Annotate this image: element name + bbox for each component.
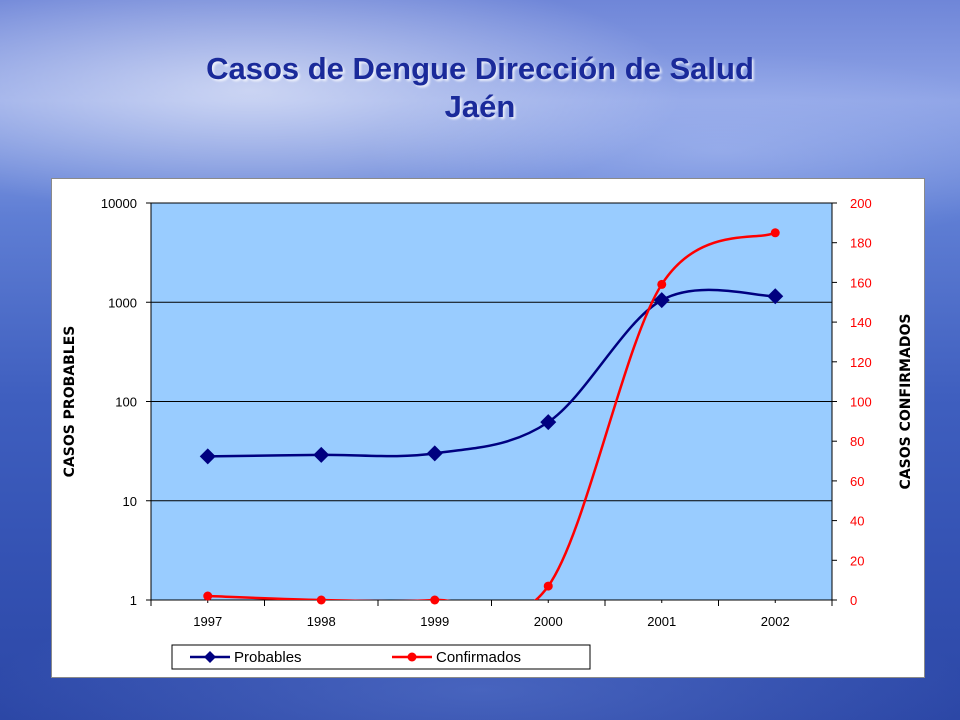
left-tick-label: 10	[123, 494, 137, 509]
point-probables	[767, 288, 784, 305]
left-tick-label: 100	[115, 395, 137, 410]
right-tick-label: 160	[850, 275, 872, 290]
x-tick-label: 1997	[193, 614, 222, 629]
point-confirmados	[657, 279, 667, 289]
right-tick-label: 80	[850, 434, 864, 449]
right-tick-label: 180	[850, 236, 872, 251]
x-tick-label: 2002	[761, 614, 790, 629]
legend-marker-probables	[204, 651, 216, 663]
left-tick-label: 1	[130, 593, 137, 608]
right-axis-title: CASOS CONFIRMADOS	[898, 314, 914, 490]
slide-title: Casos de Dengue Dirección de Salud Jaén	[0, 50, 960, 126]
right-tick-label: 140	[850, 315, 872, 330]
right-tick-label: 100	[850, 395, 872, 410]
point-confirmados	[203, 591, 213, 601]
point-probables	[313, 446, 330, 463]
left-axis-title: CASOS PROBABLES	[62, 326, 78, 478]
point-confirmados	[430, 595, 440, 605]
point-confirmados	[543, 581, 553, 591]
x-tick-label: 2000	[534, 614, 563, 629]
right-tick-label: 60	[850, 474, 864, 489]
legend-marker-confirmados	[407, 652, 417, 662]
right-tick-label: 200	[850, 196, 872, 211]
x-tick-label: 1998	[307, 614, 336, 629]
left-tick-label: 1000	[108, 295, 137, 310]
point-probables	[540, 414, 557, 431]
right-tick-label: 40	[850, 514, 864, 529]
right-tick-label: 0	[850, 593, 857, 608]
right-tick-label: 20	[850, 553, 864, 568]
legend-label-probables: Probables	[234, 649, 302, 666]
x-tick-label: 2001	[647, 614, 676, 629]
left-tick-label: 10000	[101, 196, 137, 211]
point-probables	[426, 445, 443, 462]
point-confirmados	[770, 228, 780, 238]
x-tick-label: 1999	[420, 614, 449, 629]
slide-title-line-2: Jaén	[444, 89, 516, 124]
legend-label-confirmados: Confirmados	[436, 649, 521, 666]
right-tick-label: 120	[850, 355, 872, 370]
point-probables	[653, 292, 670, 309]
point-confirmados	[316, 595, 326, 605]
dengue-chart: 1 10 100 1000 10000 0 20 40 60 80 100 120 140 160 180 2…	[62, 196, 914, 670]
slide-title-line-1: Casos de Dengue Dirección de Salud	[206, 51, 754, 86]
chart-area: 1 10 100 1000 10000 0 20 40 60 80 100 120 140 160 180 2…	[51, 178, 925, 678]
point-probables	[199, 448, 216, 465]
legend-box	[171, 644, 591, 670]
